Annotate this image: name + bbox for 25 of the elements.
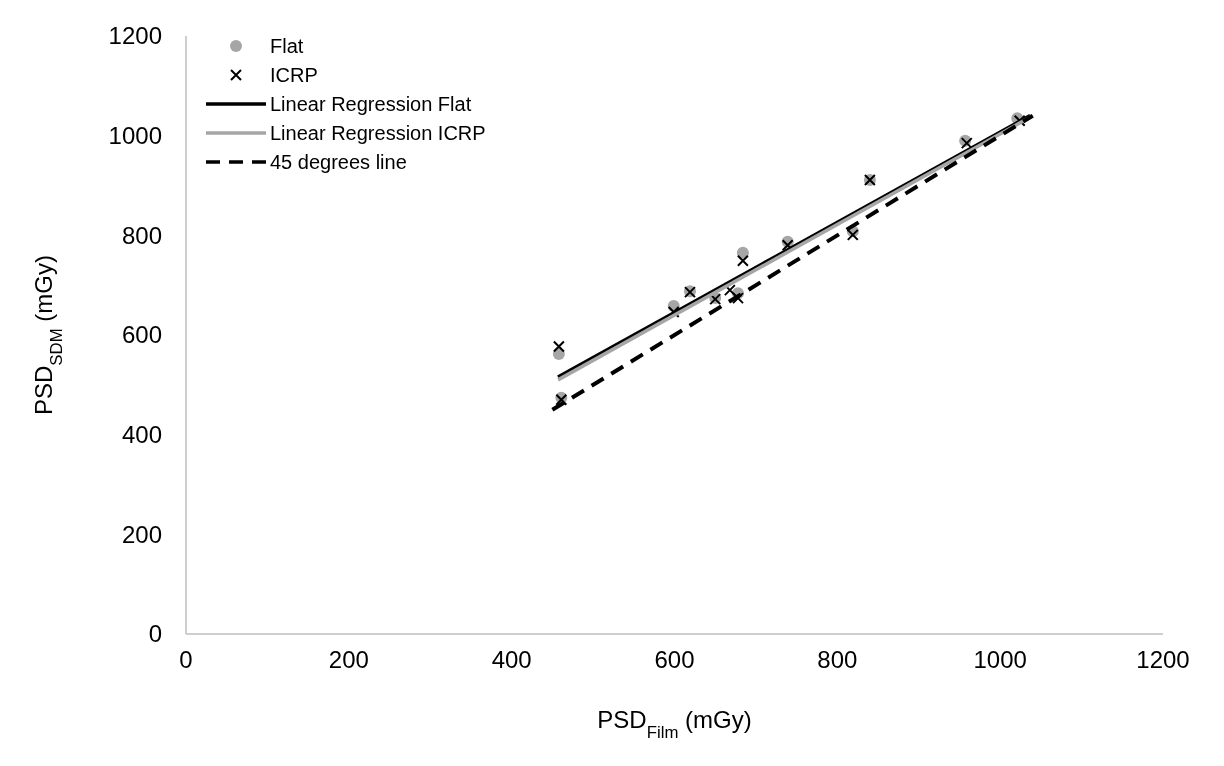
y-tick-label: 600 xyxy=(121,321,162,349)
x-tick-label: 1000 xyxy=(973,646,1027,673)
x-tick-label: 1200 xyxy=(1136,646,1190,673)
y-tick-label: 200 xyxy=(121,520,162,548)
point xyxy=(723,284,736,297)
legend-label: Linear Regression ICRP xyxy=(270,122,486,144)
point xyxy=(732,292,744,305)
y-tick-label: 1000 xyxy=(108,122,162,150)
legend-label: Flat xyxy=(270,35,304,57)
x-tick-label: 400 xyxy=(491,646,532,673)
point xyxy=(736,254,749,267)
point xyxy=(552,340,565,353)
x-tick-label: 800 xyxy=(817,646,858,673)
x-tick-label: 0 xyxy=(179,646,193,673)
y-tick-label: 800 xyxy=(121,221,162,249)
legend-label: ICRP xyxy=(270,64,318,86)
y-tick-label: 0 xyxy=(148,620,162,648)
point xyxy=(781,239,794,252)
x-tick-label: 200 xyxy=(328,646,369,673)
y-tick-label: 1200 xyxy=(108,22,162,50)
x-axis-title: PSD$_{Film}$ (mGy) xyxy=(597,706,752,742)
legend-label: 45 degrees line xyxy=(270,151,407,173)
legend-label: Linear Regression Flat xyxy=(270,93,472,115)
y-tick-label: 400 xyxy=(121,421,162,449)
x-tick-label: 600 xyxy=(654,646,695,673)
